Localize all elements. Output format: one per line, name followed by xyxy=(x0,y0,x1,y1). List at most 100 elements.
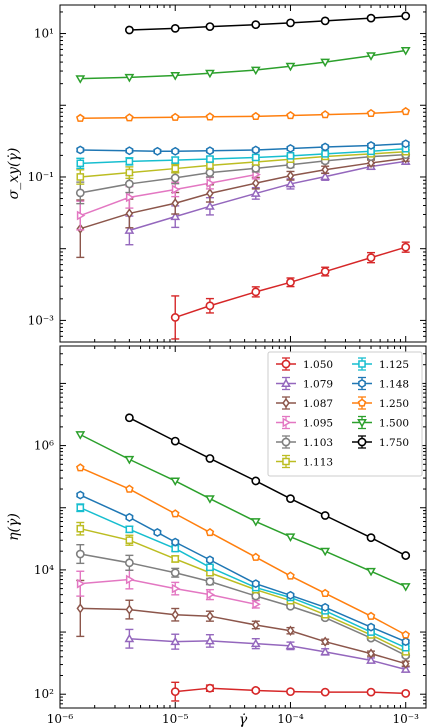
legend-label: 1.750 xyxy=(379,437,409,449)
data-point xyxy=(125,157,134,166)
data-point xyxy=(401,106,411,116)
legend: 1.050 1.079 1.087 1.095 1.103 1.113 1.125 1.148… xyxy=(267,351,423,477)
data-point xyxy=(125,146,134,156)
legend-marker xyxy=(281,437,291,447)
data-point xyxy=(400,664,411,673)
data-point xyxy=(366,13,376,23)
data-point xyxy=(250,518,261,527)
stress-frame xyxy=(59,4,427,343)
data-point xyxy=(125,536,134,545)
data-point xyxy=(205,577,215,586)
stress-plot-area xyxy=(75,11,411,340)
legend-box xyxy=(267,351,423,477)
data-point xyxy=(75,431,86,440)
data-point xyxy=(170,509,180,518)
data-point xyxy=(367,622,375,632)
data-point xyxy=(171,537,180,547)
data-point xyxy=(206,155,214,163)
data-point xyxy=(206,610,214,622)
data-point xyxy=(205,495,215,504)
data-point xyxy=(206,563,214,572)
legend-marker xyxy=(281,359,291,369)
data-point xyxy=(366,52,376,61)
data-point xyxy=(251,476,261,486)
data-point xyxy=(171,609,180,620)
data-point xyxy=(125,574,135,585)
legend-label: 1.050 xyxy=(303,359,333,371)
data-point xyxy=(125,484,134,493)
data-point xyxy=(251,163,261,173)
data-point xyxy=(285,533,296,542)
data-point xyxy=(170,23,180,33)
data-point xyxy=(171,156,180,164)
data-point xyxy=(367,648,375,659)
data-point xyxy=(125,192,135,203)
legend-item: 1.500 xyxy=(352,415,409,430)
viscosity-ytick-label: 10⁴ xyxy=(34,563,54,577)
data-point xyxy=(286,494,295,504)
data-point xyxy=(171,164,180,173)
legend-label: 1.095 xyxy=(303,418,333,430)
data-point xyxy=(252,169,261,180)
data-point xyxy=(251,686,261,695)
data-point xyxy=(206,555,214,565)
data-point xyxy=(320,687,330,697)
data-point xyxy=(76,490,85,500)
data-point xyxy=(320,16,330,26)
stress-ylabel: σ_xy(γ̇) xyxy=(6,148,22,200)
legend-marker xyxy=(357,437,367,447)
data-point xyxy=(124,25,134,35)
data-point xyxy=(286,170,295,181)
viscosity-xlabel: γ̇ xyxy=(239,712,248,728)
data-point xyxy=(251,153,260,162)
series-1.500 xyxy=(75,47,411,84)
series-line xyxy=(129,638,406,671)
series-1.148 xyxy=(76,490,410,647)
data-point xyxy=(366,253,376,263)
data-point xyxy=(205,454,215,463)
viscosity-ytick-label: 10² xyxy=(34,687,54,701)
legend-marker xyxy=(358,379,366,388)
data-point xyxy=(321,164,329,176)
data-point xyxy=(320,547,331,557)
viscosity-frame xyxy=(59,345,427,709)
legend-item: 1.125 xyxy=(352,357,409,371)
data-point xyxy=(170,436,180,446)
legend-item: 1.148 xyxy=(352,376,409,391)
data-point xyxy=(205,301,215,311)
data-point xyxy=(125,168,134,177)
viscosity-xtick-label: 10⁻⁶ xyxy=(47,712,74,726)
data-point xyxy=(320,646,331,656)
data-point xyxy=(251,579,260,589)
stress-ytick-label: 10⁻¹ xyxy=(28,170,54,184)
data-point xyxy=(251,145,260,155)
data-point xyxy=(320,110,330,119)
data-point xyxy=(125,208,134,219)
series-line xyxy=(80,173,256,217)
legend-marker xyxy=(357,398,367,407)
data-point xyxy=(320,267,330,276)
data-point xyxy=(124,73,135,83)
data-point xyxy=(170,173,180,183)
data-point xyxy=(401,658,410,669)
data-point xyxy=(75,75,86,84)
data-point xyxy=(286,18,295,28)
data-point xyxy=(170,568,180,578)
data-point xyxy=(252,599,261,610)
data-point xyxy=(75,549,85,559)
data-point xyxy=(401,689,411,698)
data-point xyxy=(75,188,85,198)
legend-label: 1.103 xyxy=(303,437,333,449)
series-1.250 xyxy=(75,463,411,639)
data-point xyxy=(251,177,260,189)
data-point xyxy=(286,590,295,600)
data-point xyxy=(171,146,180,156)
data-point xyxy=(320,511,330,520)
data-point xyxy=(366,533,376,543)
data-point xyxy=(171,198,180,209)
data-point xyxy=(124,225,135,234)
legend-item: 1.103 xyxy=(276,435,333,449)
data-point xyxy=(285,178,296,188)
data-point xyxy=(206,589,216,600)
